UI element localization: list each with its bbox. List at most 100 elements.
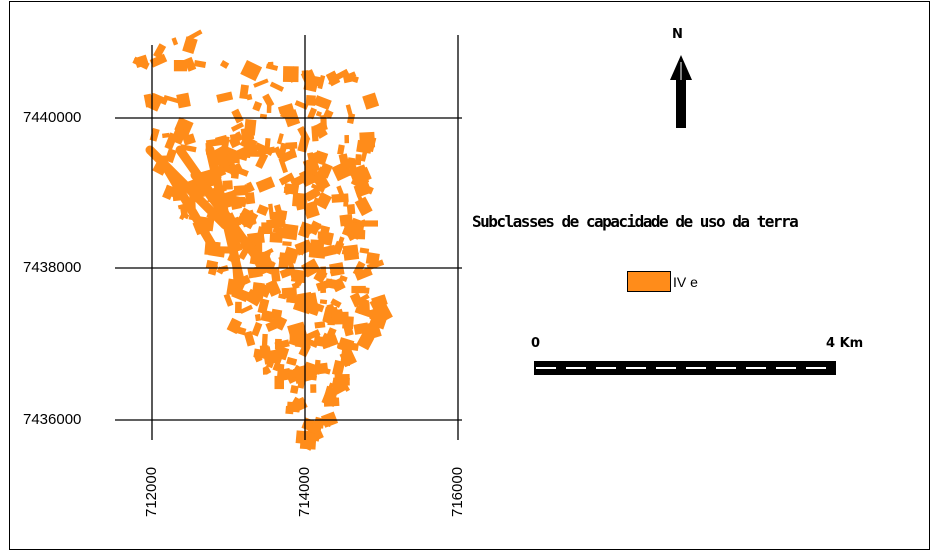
land-use-patch [269, 232, 283, 243]
land-use-patch [356, 229, 366, 240]
land-use-patch [322, 244, 337, 257]
land-use-patch [179, 144, 197, 153]
land-use-patch [264, 138, 271, 149]
land-use-patch [255, 152, 269, 169]
land-use-patch [254, 256, 276, 276]
land-use-patch [240, 127, 255, 141]
legend-swatch [627, 271, 671, 292]
land-use-patch [293, 270, 308, 282]
land-use-patch [244, 288, 264, 307]
land-use-patch [235, 131, 244, 142]
y-tick-label-1: 7438000 [23, 259, 82, 276]
land-use-patch [315, 110, 322, 117]
land-use-patch [312, 223, 323, 232]
land-use-patch [282, 241, 292, 247]
land-use-patch [278, 172, 295, 186]
land-use-patch [320, 334, 339, 350]
land-use-patch [230, 122, 245, 132]
land-use-patch [251, 321, 263, 337]
land-use-patch [236, 207, 259, 230]
land-use-patch [256, 288, 262, 295]
land-use-patch [161, 132, 170, 139]
land-use-patch [287, 262, 297, 279]
land-use-patch [274, 375, 284, 390]
land-use-patch [331, 311, 349, 325]
land-use-patch [304, 167, 320, 177]
land-use-patch [270, 308, 283, 320]
land-use-patch [330, 298, 342, 308]
land-use-patch [302, 200, 320, 219]
land-use-patch [354, 305, 372, 318]
land-use-patch [313, 268, 328, 284]
land-use-patch [272, 356, 283, 372]
land-use-patch [265, 319, 281, 332]
land-use-patch [205, 259, 219, 271]
land-use-patch [291, 396, 308, 413]
land-use-patch [288, 335, 307, 349]
land-use-patch [362, 92, 380, 110]
land-use-patch [255, 226, 266, 242]
land-use-patch [230, 199, 242, 211]
land-use-patch [329, 262, 345, 277]
land-use-patch [306, 240, 322, 254]
land-use-patch [270, 266, 281, 282]
land-use-patch [334, 68, 350, 81]
land-use-patch [193, 60, 207, 68]
land-use-patch [164, 132, 178, 151]
scale-end-label: 4 Km [826, 336, 864, 351]
land-use-patch [282, 66, 299, 83]
north-arrow-icon [670, 55, 692, 128]
land-use-patch [260, 309, 275, 323]
land-use-patch [336, 342, 350, 350]
land-use-patch [360, 133, 369, 140]
land-use-patch [304, 186, 322, 202]
land-use-patch [290, 385, 299, 394]
land-use-patch [278, 157, 288, 174]
scale-bar [534, 361, 836, 375]
land-use-patch [313, 430, 324, 441]
land-use-patch [257, 298, 270, 315]
land-use-patch [339, 349, 357, 368]
grid-lines [115, 35, 462, 440]
land-use-patch [253, 353, 263, 363]
land-use-patch [310, 384, 317, 393]
land-use-patch [262, 93, 275, 108]
land-use-patch [358, 169, 370, 184]
land-use-patch [216, 91, 234, 103]
land-use-patch [229, 133, 239, 142]
land-use-patch [290, 174, 307, 188]
land-use-patch [355, 154, 362, 166]
land-use-patch [351, 285, 366, 294]
land-use-patch [286, 295, 299, 304]
land-use-patch [328, 74, 336, 86]
land-use-patch [319, 299, 328, 305]
land-use-patch [174, 116, 194, 136]
land-use-patch [230, 170, 240, 179]
land-use-patch [143, 93, 154, 108]
land-use-patch [321, 231, 334, 246]
land-use-patch [244, 192, 256, 205]
land-use-patch [176, 92, 191, 109]
land-use-patch [331, 359, 346, 377]
y-tick-label-2: 7436000 [23, 411, 82, 428]
land-use-patch [173, 60, 188, 72]
land-use-patch [303, 79, 319, 93]
land-use-patch [314, 175, 331, 192]
land-use-patch [285, 141, 298, 150]
land-use-patch [260, 182, 269, 190]
land-use-patch [354, 196, 373, 217]
land-use-patch [149, 127, 160, 142]
land-use-patch [269, 81, 285, 92]
land-use-patch [323, 397, 340, 407]
land-use-patch [233, 184, 249, 196]
land-use-patch [240, 60, 263, 82]
land-use-patch [337, 144, 345, 155]
land-use-patch [288, 369, 301, 379]
land-use-patch [307, 107, 318, 120]
legend-title: Subclasses de capacidade de uso da terra [472, 212, 799, 231]
land-use-patch [305, 94, 316, 106]
land-use-patch [359, 247, 370, 254]
land-use-patch [231, 286, 250, 303]
land-use-patch [153, 43, 167, 59]
